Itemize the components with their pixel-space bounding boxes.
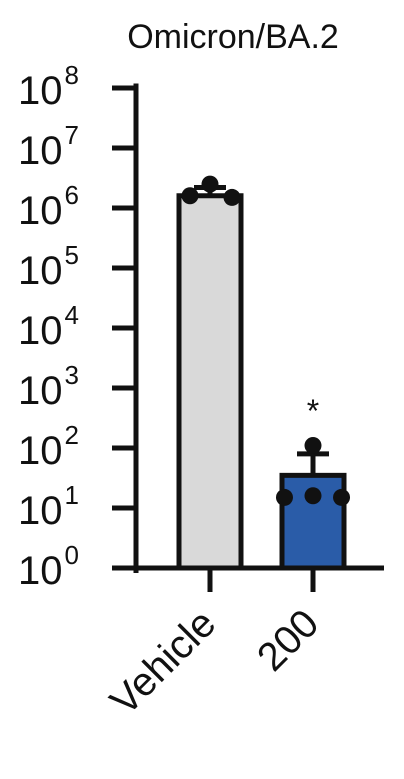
- data-point: [223, 188, 241, 206]
- y-tick-base: 10: [18, 369, 63, 413]
- y-tick-base: 10: [18, 69, 63, 113]
- y-tick-base: 10: [18, 249, 63, 293]
- y-tick-label: 106: [18, 180, 79, 233]
- data-point: [275, 488, 293, 506]
- data-point: [304, 487, 322, 505]
- y-tick-base: 10: [18, 309, 63, 353]
- y-tick-base: 10: [18, 129, 63, 173]
- y-tick-exponent: 5: [65, 240, 79, 270]
- bars: [176, 193, 347, 571]
- bar-200: [279, 472, 347, 571]
- data-point: [181, 187, 199, 205]
- y-tick-exponent: 8: [65, 60, 79, 90]
- y-tick-base: 10: [18, 429, 63, 473]
- x-axis: Vehicle 200: [102, 565, 384, 724]
- y-tick-base: 10: [18, 549, 63, 593]
- bar-Vehicle: [176, 193, 244, 571]
- y-tick-label: 105: [18, 240, 79, 293]
- y-tick-label: 101: [18, 480, 79, 533]
- y-tick-label: 108: [18, 60, 79, 113]
- y-tick-exponent: 3: [65, 360, 79, 390]
- y-tick-label: 100: [18, 540, 79, 593]
- y-tick-base: 10: [18, 189, 63, 233]
- chart-title: Omicron/BA.2: [127, 18, 339, 56]
- x-tick-label: 200: [249, 601, 327, 679]
- y-tick-exponent: 4: [65, 300, 79, 330]
- x-tick-label: Vehicle: [102, 601, 224, 723]
- y-tick-label: 104: [18, 300, 79, 353]
- data-point: [201, 175, 219, 193]
- data-points: [181, 175, 351, 506]
- annotations: *: [307, 393, 319, 429]
- y-tick-exponent: 2: [65, 420, 79, 450]
- y-tick-label: 107: [18, 120, 79, 173]
- y-tick-exponent: 1: [65, 480, 79, 510]
- data-point: [333, 488, 351, 506]
- y-tick-base: 10: [18, 489, 63, 533]
- y-tick-label: 102: [18, 420, 79, 473]
- y-tick-exponent: 0: [65, 540, 79, 570]
- y-tick-exponent: 6: [65, 180, 79, 210]
- y-tick-label: 103: [18, 360, 79, 413]
- significance-marker: *: [307, 393, 319, 429]
- y-tick-exponent: 7: [65, 120, 79, 150]
- data-point: [304, 437, 322, 455]
